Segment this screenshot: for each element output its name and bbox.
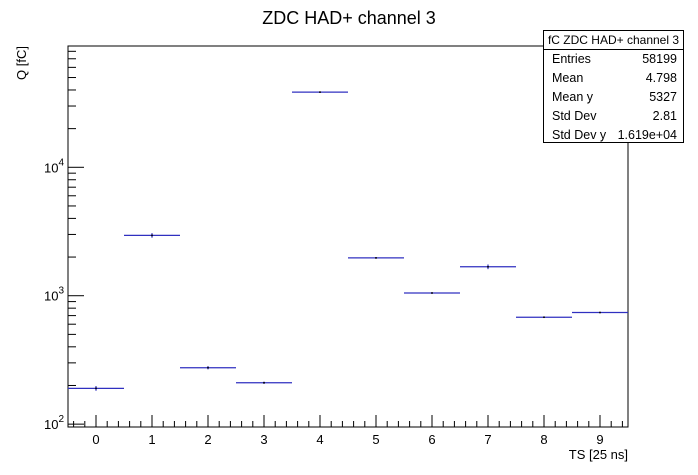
stats-value: 5327 xyxy=(649,90,677,104)
data-point xyxy=(236,381,292,384)
point-marker xyxy=(431,292,433,294)
stats-label: Entries xyxy=(552,52,591,66)
data-point xyxy=(292,91,348,93)
x-tick-label: 1 xyxy=(148,432,155,447)
data-point xyxy=(516,316,572,319)
stats-value: 4.798 xyxy=(645,71,677,85)
data-point xyxy=(460,264,516,270)
y-tick-base: 10 xyxy=(44,417,58,432)
x-tick-label: 4 xyxy=(316,432,323,447)
point-marker xyxy=(151,234,153,237)
y-tick-label: 104 xyxy=(44,157,64,175)
data-point xyxy=(180,366,236,370)
y-tick-label: 103 xyxy=(44,286,64,304)
stats-label: Mean xyxy=(552,71,584,85)
point-marker xyxy=(599,311,601,314)
data-point xyxy=(348,257,404,259)
point-marker xyxy=(375,257,377,259)
data-point xyxy=(572,311,628,314)
stats-label: Mean y xyxy=(552,90,593,104)
x-tick-label: 9 xyxy=(596,432,603,447)
point-marker xyxy=(543,316,545,319)
y-tick-exponent: 2 xyxy=(58,414,64,425)
x-tick-label: 5 xyxy=(372,432,379,447)
chart-title: ZDC HAD+ channel 3 xyxy=(262,8,436,28)
y-tick-base: 10 xyxy=(44,289,58,304)
x-tick-label: 8 xyxy=(540,432,547,447)
y-tick-label: 102 xyxy=(44,414,64,432)
x-tick-label: 7 xyxy=(484,432,491,447)
stats-row-mean: Mean 4.798 xyxy=(544,69,683,88)
stats-value: 1.619e+04 xyxy=(617,128,677,142)
data-point xyxy=(404,292,460,294)
point-marker xyxy=(263,381,265,384)
x-tick-label: 3 xyxy=(260,432,267,447)
stats-title: fC ZDC HAD+ channel 3 xyxy=(544,31,683,50)
point-marker xyxy=(207,366,209,369)
y-tick-exponent: 4 xyxy=(58,157,64,168)
y-axis-label: Q [fC] xyxy=(14,46,29,80)
stats-row-mean-y: Mean y 5327 xyxy=(544,88,683,107)
x-tick-label: 2 xyxy=(204,432,211,447)
y-tick-base: 10 xyxy=(44,160,58,175)
x-tick-label: 0 xyxy=(92,432,99,447)
stats-row-std-dev: Std Dev 2.81 xyxy=(544,107,683,126)
stats-row-entries: Entries 58199 xyxy=(544,50,683,69)
y-tick-exponent: 3 xyxy=(58,286,64,297)
point-marker xyxy=(319,91,321,93)
x-axis-label: TS [25 ns] xyxy=(569,447,628,462)
stats-label: Std Dev xyxy=(552,109,597,123)
stats-value: 58199 xyxy=(642,52,677,66)
x-tick-label: 6 xyxy=(428,432,435,447)
stats-value: 2.81 xyxy=(652,109,677,123)
stats-box: fC ZDC HAD+ channel 3 Entries 58199 Mean… xyxy=(543,30,684,143)
data-point xyxy=(68,386,124,391)
point-marker xyxy=(487,265,489,268)
data-point xyxy=(124,233,180,238)
stats-label: Std Dev y xyxy=(552,128,607,142)
data-marks xyxy=(68,91,628,391)
stats-row-std-dev-y: Std Dev y 1.619e+04 xyxy=(544,126,683,145)
plot-frame xyxy=(67,45,629,428)
point-marker xyxy=(95,387,97,390)
